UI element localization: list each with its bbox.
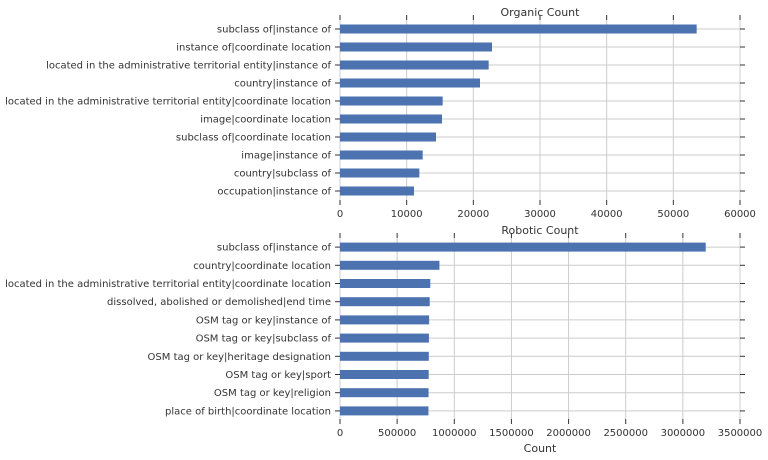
organic-bar (340, 42, 492, 52)
organic-bar (340, 96, 443, 106)
organic-chart-title: Organic Count (501, 6, 581, 19)
robotic-x-tick-label: 2000000 (546, 428, 591, 439)
organic-x-tick-label: 60000 (724, 209, 756, 220)
organic-bar (340, 168, 420, 178)
robotic-category-label: OSM tag or key|instance of (196, 315, 332, 326)
robotic-category-label: OSM tag or key|religion (214, 388, 331, 399)
organic-category-label: located in the administrative territoria… (5, 97, 331, 108)
robotic-category-label: place of birth|coordinate location (165, 406, 331, 417)
organic-category-label: subclass of|coordinate location (176, 133, 331, 144)
organic-bar (340, 186, 414, 196)
organic-x-tick-label: 20000 (457, 209, 489, 220)
organic-x-tick-label: 0 (337, 209, 343, 220)
robotic-category-label: dissolved, abolished or demolished|end t… (107, 297, 331, 308)
robotic-category-label: subclass of|instance of (217, 243, 332, 254)
robotic-bar (340, 388, 429, 398)
robotic-bar (340, 315, 430, 325)
robotic-bar (340, 279, 431, 288)
robotic-category-label: OSM tag or key|sport (225, 370, 331, 381)
robotic-bar (340, 242, 706, 252)
robotic-x-tick-label: 3500000 (718, 428, 763, 439)
robotic-x-tick-label: 0 (337, 428, 343, 439)
organic-bar (340, 150, 423, 160)
organic-category-label: instance of|coordinate location (176, 43, 331, 54)
robotic-bar (340, 260, 440, 270)
robotic-x-tick-label: 1500000 (489, 428, 534, 439)
robotic-bar (340, 351, 429, 361)
robotic-category-label: located in the administrative territoria… (5, 279, 331, 290)
robotic-x-tick-label: 1000000 (432, 428, 477, 439)
robotic-chart-title: Robotic Count (501, 224, 579, 237)
organic-category-label: image|coordinate location (200, 115, 331, 126)
organic-bar (340, 60, 489, 70)
organic-x-tick-label: 40000 (591, 209, 623, 220)
organic-category-label: subclass of|instance of (217, 25, 332, 36)
organic-bar (340, 132, 436, 142)
robotic-bar (340, 370, 429, 379)
robotic-category-label: OSM tag or key|subclass of (196, 334, 332, 345)
organic-x-tick-label: 50000 (657, 209, 689, 220)
x-axis-label: Count (524, 442, 557, 455)
robotic-x-tick-label: 2500000 (603, 428, 648, 439)
robotic-x-tick-label: 500000 (378, 428, 416, 439)
robotic-bar (340, 406, 429, 416)
robotic-category-label: country|coordinate location (193, 261, 331, 272)
robotic-bar (340, 297, 430, 307)
organic-bar (340, 24, 697, 34)
organic-category-label: image|instance of (241, 151, 331, 162)
robotic-bar (340, 333, 429, 343)
robotic-x-tick-label: 3000000 (661, 428, 706, 439)
organic-category-label: country|subclass of (234, 169, 332, 180)
organic-x-tick-label: 10000 (391, 209, 423, 220)
organic-category-label: located in the administrative territoria… (46, 61, 331, 72)
organic-x-tick-label: 30000 (524, 209, 556, 220)
organic-count-panel: Organic Count 0 10000 20000 30000 40000 50000… (5, 6, 756, 220)
organic-bar (340, 78, 480, 88)
robotic-category-label: OSM tag or key|heritage designation (148, 352, 331, 363)
organic-category-label: country|instance of (234, 79, 331, 90)
organic-category-label: occupation|instance of (217, 187, 331, 198)
robotic-count-panel: Robotic Count 0 500000 1000000 1500000 20000… (5, 224, 762, 455)
organic-bar (340, 114, 442, 124)
